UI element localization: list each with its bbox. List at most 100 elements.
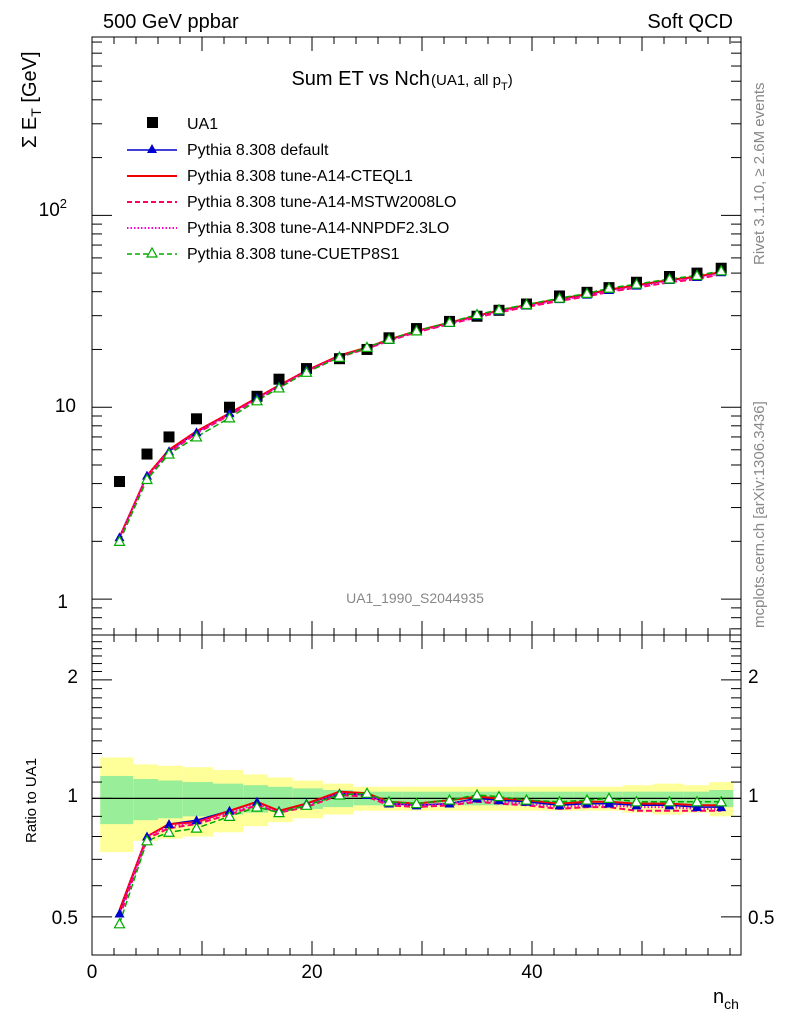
ratio-y-label: Ratio to UA1	[23, 758, 40, 843]
marker-ratio-4	[162, 826, 176, 837]
marker-main-4	[382, 333, 396, 344]
marker-main-4	[492, 303, 506, 315]
marker-ratio-4	[300, 799, 313, 810]
legend-label-cuetp8s1: Pythia 8.308 tune-CUETP8S1	[187, 246, 400, 263]
marker-main-4	[470, 308, 484, 320]
marker-ratio-4	[520, 793, 533, 805]
data-point-ua1	[191, 413, 202, 425]
marker-main-4	[223, 411, 236, 423]
series-line-main-2	[118, 273, 722, 542]
legend-marker-cuetp8s1	[145, 246, 159, 258]
series-line-main-4	[118, 270, 722, 542]
x-axis-label: nch	[713, 986, 739, 1012]
markers	[113, 262, 728, 929]
marker-ratio-4	[272, 806, 286, 818]
marker-ratio-4	[630, 795, 643, 807]
title-subscript: T	[501, 81, 508, 93]
marker-ratio-4	[382, 795, 396, 807]
marker-ratio-0	[191, 815, 202, 825]
marker-ratio-0	[604, 798, 614, 808]
marker-main-4	[602, 281, 616, 293]
title-close: )	[508, 72, 513, 89]
marker-main-4	[553, 291, 566, 303]
marker-ratio-4	[190, 821, 203, 833]
band-inner	[182, 782, 213, 817]
marker-ratio-4	[140, 834, 154, 846]
rivet-label: Rivet 3.1.10, ≥ 2.6M events	[751, 83, 768, 266]
x-tick-label-20: 20	[301, 962, 322, 983]
marker-ratio-4	[223, 810, 236, 821]
marker-main-4	[333, 351, 346, 362]
ratio-tick-label-2: 2	[67, 667, 78, 688]
main-y-label: Σ ET [GeV]	[19, 51, 44, 148]
y-tick-label-100: 102	[39, 196, 67, 221]
header-left: 500 GeV ppbar	[103, 11, 239, 33]
analysis-id: UA1_1990_S2044935	[346, 590, 484, 606]
marker-ratio-4	[715, 795, 728, 807]
y-tick-100-base: 10	[39, 200, 60, 221]
y-tick-100-exp: 2	[60, 196, 67, 211]
marker-main-4	[162, 447, 176, 459]
marker-ratio-0	[716, 802, 727, 812]
marker-main-4	[140, 473, 154, 485]
ratio-tick-label-1: 1	[67, 786, 78, 807]
marker-main-4	[113, 535, 126, 546]
marker-ratio-0	[114, 908, 125, 918]
marker-main-4	[443, 316, 456, 327]
marker-ratio-4	[113, 917, 126, 929]
marker-ratio-4	[360, 787, 374, 798]
marker-ratio-4	[250, 800, 264, 812]
legend-label-mstw: Pythia 8.308 tune-A14-MSTW2008LO	[187, 194, 456, 211]
chart-title-suffix: (UA1, all pT)	[431, 72, 513, 93]
marker-ratio-4	[690, 795, 704, 807]
y-label-subscript: T	[28, 108, 44, 117]
marker-ratio-4	[602, 792, 616, 803]
marker-main-4	[690, 269, 704, 281]
ratio-tick-label-1-right: 1	[748, 786, 759, 807]
marker-main-4	[520, 298, 533, 310]
x-tick-label-40: 40	[521, 962, 542, 983]
marker-ratio-4	[663, 795, 676, 807]
marker-ratio-4	[492, 790, 506, 802]
y-tick-label-1: 1	[57, 592, 68, 613]
marker-main-4	[663, 272, 676, 284]
marker-ratio-0	[692, 802, 702, 812]
ratio-tick-label-0-5: 0.5	[52, 908, 78, 929]
y-tick-label-10: 10	[55, 396, 76, 417]
data-point-ua1	[224, 401, 235, 413]
band-inner	[100, 775, 134, 825]
y-label-unit: [GeV]	[19, 51, 41, 108]
header-right: Soft QCD	[647, 11, 733, 33]
series-line-main-3	[118, 272, 722, 538]
ratio-tick-label-2-right: 2	[748, 667, 759, 688]
marker-ratio-4	[470, 788, 484, 800]
marker-main-4	[272, 381, 286, 393]
series-line-main-1	[118, 270, 722, 538]
marker-ratio-4	[580, 793, 594, 805]
band-inner	[133, 778, 158, 821]
marker-main-4	[715, 264, 728, 276]
legend-label-ua1: UA1	[187, 116, 218, 133]
mcplots-label: mcplots.cern.ch [arXiv:1306.3436]	[751, 401, 768, 628]
marker-main-4	[250, 394, 264, 406]
marker-ratio-4	[553, 795, 566, 807]
marker-ratio-0	[164, 819, 174, 829]
legend-label-default: Pythia 8.308 default	[187, 142, 329, 159]
legend-marker-default	[147, 144, 157, 153]
marker-main-4	[300, 366, 313, 377]
x-label-text: n	[713, 986, 724, 1008]
series-line-main-0	[118, 271, 722, 538]
marker-main-4	[190, 430, 203, 442]
marker-main-4	[630, 277, 643, 289]
data-point-ua1	[114, 476, 125, 488]
axis-ticks	[91, 37, 741, 956]
ratio-tick-label-0-5-right: 0.5	[748, 908, 774, 929]
data-point-ua1	[163, 431, 175, 443]
x-label-subscript: ch	[724, 996, 739, 1012]
data-point-ua1	[273, 373, 285, 385]
chart-title: Sum ET vs Nch	[291, 68, 430, 90]
legend: UA1 Pythia 8.308 default Pythia 8.308 tu…	[127, 116, 456, 263]
marker-main-4	[580, 287, 594, 298]
series-line-ratio-4	[118, 792, 722, 925]
